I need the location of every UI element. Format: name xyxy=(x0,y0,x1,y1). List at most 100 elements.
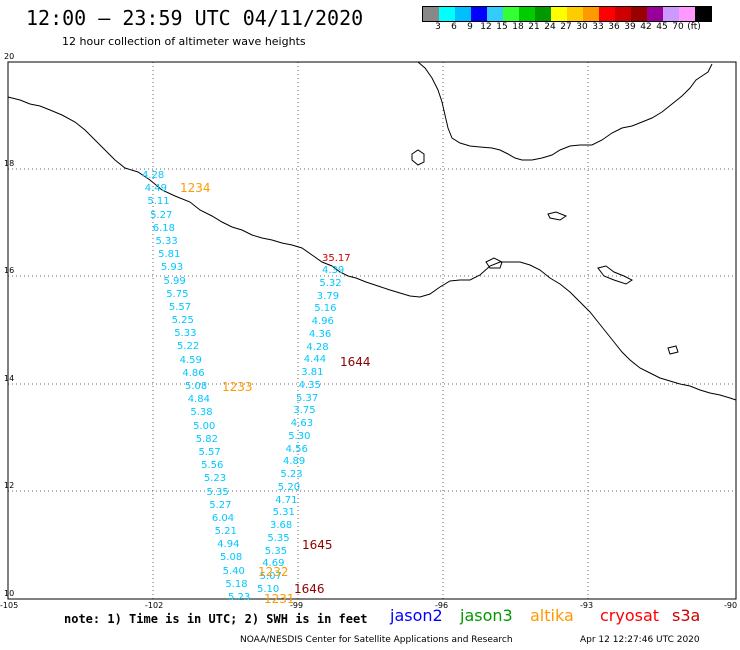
wave-height-label: 5.38 xyxy=(190,407,213,419)
colorbar-swatch xyxy=(487,7,503,21)
wave-height-label: 5.23 xyxy=(280,469,303,481)
colorbar-label: 70 xyxy=(672,22,684,32)
island-shape xyxy=(547,211,568,221)
colorbar-label: 24 xyxy=(544,22,556,32)
colorbar-label: 12 xyxy=(480,22,492,32)
colorbar xyxy=(422,6,712,22)
wave-height-label: 4.59 xyxy=(179,354,202,366)
legend-item-jason2: jason2 xyxy=(390,606,443,625)
wave-height-label: 4.36 xyxy=(309,328,332,340)
wave-height-label: 5.57 xyxy=(168,301,192,313)
colorbar-label: 30 xyxy=(576,22,588,32)
lat-tick-label: 12 xyxy=(4,481,15,490)
wave-height-label: 5.08 xyxy=(219,552,243,564)
pass-id-label: 1231 xyxy=(264,592,295,606)
colorbar-swatch xyxy=(599,7,615,21)
colorbar-label: (ft) xyxy=(687,22,701,32)
colorbar-swatch xyxy=(471,7,487,21)
island-shape xyxy=(667,345,679,355)
wave-height-label: 5.16 xyxy=(314,303,337,315)
timestamp-text: Apr 12 12:27:46 UTC 2020 xyxy=(580,635,700,645)
wave-height-label: 5.11 xyxy=(147,196,170,208)
wave-height-label: 35.17 xyxy=(322,253,351,264)
lat-tick-label: 20 xyxy=(4,52,15,61)
wave-height-label: 5.27 xyxy=(150,209,173,221)
colorbar-swatch xyxy=(679,7,695,21)
pass-id-label: 1232 xyxy=(258,565,289,579)
lat-tick-label: 16 xyxy=(4,266,15,275)
wave-height-label: 5.33 xyxy=(155,235,178,247)
wave-height-label: 5.18 xyxy=(225,578,248,590)
colorbar-swatch xyxy=(519,7,535,21)
wave-height-label: 3.79 xyxy=(316,290,340,302)
colorbar-label: 33 xyxy=(592,22,604,32)
wave-height-label: 5.81 xyxy=(158,249,181,261)
legend-item-cryosat: cryosat xyxy=(600,606,660,625)
wave-height-label: 6.18 xyxy=(152,222,176,234)
colorbar-label: 21 xyxy=(528,22,540,32)
colorbar-swatch xyxy=(551,7,567,21)
wave-height-label: 5.35 xyxy=(267,532,290,544)
credit-text: NOAA/NESDIS Center for Satellite Applica… xyxy=(240,635,513,645)
colorbar-label: 45 xyxy=(656,22,668,32)
wave-height-label: 5.07 xyxy=(259,571,282,583)
wave-height-label: 3.75 xyxy=(293,405,316,417)
wave-height-label: 4.39 xyxy=(322,265,345,276)
wave-height-label: 4.94 xyxy=(217,539,240,551)
map-subtitle: 12 hour collection of altimeter wave hei… xyxy=(62,35,306,48)
wave-height-label: 5.56 xyxy=(201,460,224,472)
map-frame xyxy=(7,61,737,600)
colorbar-label: 39 xyxy=(624,22,636,32)
legend-item-altika: altika xyxy=(530,606,574,625)
wave-height-label: 5.99 xyxy=(163,275,186,287)
map-title: 12:00 – 23:59 UTC 04/11/2020 xyxy=(26,6,364,30)
colorbar-label: 36 xyxy=(608,22,620,32)
wave-height-label: 5.22 xyxy=(176,341,200,353)
lon-tick-label: -90 xyxy=(724,601,738,610)
colorbar-swatch xyxy=(663,7,679,21)
wave-height-label: 4.71 xyxy=(275,494,298,506)
colorbar-swatch xyxy=(535,7,551,21)
colorbar-swatch xyxy=(583,7,599,21)
pass-id-label: 1646 xyxy=(294,582,325,596)
colorbar-label: 9 xyxy=(467,22,473,32)
wave-height-label: 5.93 xyxy=(160,262,184,274)
wave-height-label: 5.25 xyxy=(171,315,194,327)
wave-height-label: 4.49 xyxy=(144,183,167,195)
legend-item-s3a: s3a xyxy=(672,606,701,625)
wave-height-label: 5.30 xyxy=(288,430,311,442)
note-text: note: 1) Time is in UTC; 2) SWH is in fe… xyxy=(64,612,368,626)
wave-height-label: 4.89 xyxy=(283,456,306,468)
pass-id-label: 1644 xyxy=(340,355,371,369)
wave-height-label: 5.33 xyxy=(174,328,197,340)
pass-id-label: 1645 xyxy=(302,538,333,552)
coastline-mexico xyxy=(7,96,737,401)
colorbar-label: 3 xyxy=(435,22,441,32)
colorbar-swatch xyxy=(455,7,471,21)
pass-id-label: 1233 xyxy=(222,380,253,394)
colorbar-swatch xyxy=(647,7,663,21)
wave-height-label: 4.84 xyxy=(187,394,210,406)
wave-height-label: 5.75 xyxy=(166,288,189,300)
legend-item-jason3: jason3 xyxy=(460,606,513,625)
wave-height-label: 4.28 xyxy=(142,170,165,181)
colorbar-swatch xyxy=(439,7,455,21)
lat-tick-label: 10 xyxy=(4,589,15,598)
wave-height-label: 5.21 xyxy=(214,526,237,538)
pass-id-label: 1234 xyxy=(180,181,211,195)
wave-height-label: 4.86 xyxy=(182,367,205,379)
lon-tick-label: -99 xyxy=(290,601,304,610)
island-shape xyxy=(597,265,633,285)
wave-height-label: 5.08 xyxy=(185,381,208,392)
colorbar-label: 42 xyxy=(640,22,652,32)
colorbar-swatch xyxy=(567,7,583,21)
wave-height-label: 5.57 xyxy=(198,446,221,458)
lat-tick-label: 18 xyxy=(4,159,15,168)
wave-height-label: 5.82 xyxy=(195,433,219,445)
colorbar-swatch xyxy=(615,7,631,21)
colorbar-swatch xyxy=(423,7,439,21)
wave-height-label: 5.35 xyxy=(264,545,288,557)
wave-height-label: 4.56 xyxy=(285,443,308,455)
wave-height-label: 5.23 xyxy=(203,473,227,485)
